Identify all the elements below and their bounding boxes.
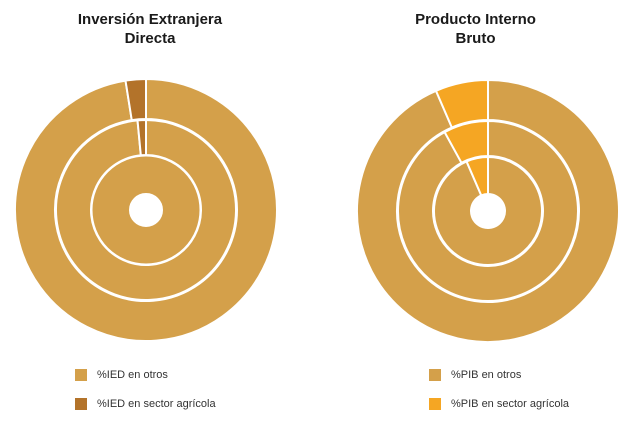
legend-item-pib-agricola: %PIB en sector agrícola [429,397,569,410]
chart-title-pib-line-1: Producto Interno [415,11,536,28]
legend-item-ied-agricola: %IED en sector agrícola [75,397,216,410]
legend-pib: %PIB en otros %PIB en sector agrícola [429,368,569,426]
legend-swatch-pib-agricola [429,397,441,410]
chart-title-ied-line-1: Inversión Extranjera [77,11,223,28]
ring-separator-pib-2 [432,155,544,267]
legend-label-pib-otros: %PIB en otros [451,368,522,381]
legend-label-ied-otros: %IED en otros [97,368,168,381]
legend-swatch-pib-otros [429,368,441,381]
chart-title-ied: Inversión Extranjera Directa [0,10,300,48]
ring-separator-ied-2 [90,154,202,266]
ring-separator-pib-1 [396,119,580,303]
chart-title-ied-line-2: Directa [124,30,176,47]
donut-chart-ied [14,78,278,342]
chart-panel-ied: Inversión Extranjera Directa [0,0,300,414]
legend-label-pib-agricola: %PIB en sector agrícola [451,397,570,410]
legend-ied: %IED en otros %IED en sector agrícola [75,368,216,426]
donut-slice-ied-ring3-otros [92,156,200,264]
donut-chart-pib [357,80,619,342]
chart-title-pib-line-2: Bruto [455,30,496,47]
legend-swatch-ied-agricola [75,397,87,410]
ring-separator-ied-1 [54,118,238,302]
legend-item-pib-otros: %PIB en otros [429,368,569,381]
chart-panel-pib: Producto Interno Bruto [330,0,621,414]
legend-item-ied-otros: %IED en otros [75,368,216,381]
legend-label-ied-agricola: %IED en sector agrícola [97,397,216,410]
legend-swatch-ied-otros [75,368,87,381]
chart-title-pib: Producto Interno Bruto [330,10,621,48]
